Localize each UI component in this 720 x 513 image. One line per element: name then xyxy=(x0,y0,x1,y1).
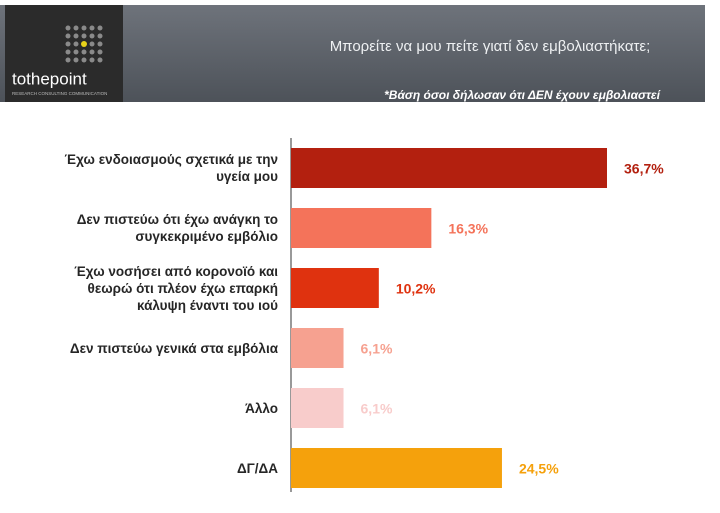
bar xyxy=(291,268,379,308)
logo-brand: tothepoint xyxy=(12,69,87,88)
category-label: Έχω νοσήσει από κορονοϊό και θεωρώ ότι π… xyxy=(74,263,278,313)
value-label: 6,1% xyxy=(361,341,393,357)
bar xyxy=(291,208,432,248)
chart-subtitle: *Βάση όσοι δήλωσαν ότι ΔΕΝ έχουν εμβολια… xyxy=(384,88,662,102)
value-label: 36,7% xyxy=(624,161,664,177)
value-label: 6,1% xyxy=(361,401,393,417)
bar xyxy=(291,388,344,428)
category-label: Έχω ενδοιασμούς σχετικά με την υγεία μου xyxy=(64,152,278,184)
logo-box xyxy=(5,5,123,102)
category-label: ΔΓ/ΔΑ xyxy=(236,460,278,476)
value-label: 16,3% xyxy=(448,221,488,237)
category-label: Δεν πιστεύω γενικά στα εμβόλια xyxy=(69,340,278,356)
category-label: Άλλο xyxy=(245,400,278,416)
logo-tagline: RESEARCH CONSULTING COMMUNICATION xyxy=(12,91,107,96)
bar xyxy=(291,448,502,488)
value-label: 24,5% xyxy=(519,461,559,477)
logo-dots xyxy=(65,25,103,63)
value-label: 10,2% xyxy=(396,281,436,297)
category-label: Δεν πιστεύω ότι έχω ανάγκη το συγκεκριμέ… xyxy=(76,212,278,244)
bar xyxy=(291,148,607,188)
chart-title: Μπορείτε να μου πείτε γιατί δεν εμβολιασ… xyxy=(330,38,651,55)
bar xyxy=(291,328,344,368)
